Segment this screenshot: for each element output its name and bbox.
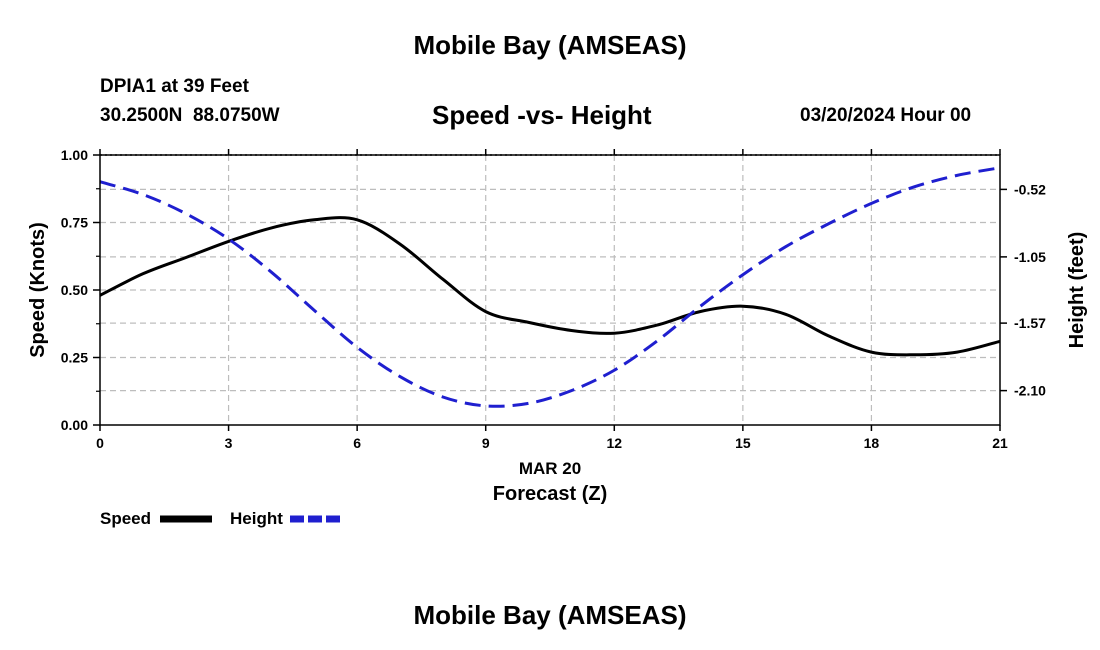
y2-tick-label: -1.05	[1014, 249, 1046, 265]
label-layer: 0 3 6 9 12 15 18 21 0.00 0.25 0.50 0.75 1.00 -2.10 -1.…	[27, 147, 1088, 505]
y2-tick-label: -1.57	[1014, 315, 1046, 331]
legend-speed-label: Speed	[100, 509, 152, 528]
y-tick-label: 0.75	[61, 215, 88, 231]
x-tick-label: 3	[225, 435, 233, 451]
x-tick-label: 21	[992, 435, 1008, 451]
chart-title-top: Mobile Bay (AMSEAS)	[413, 30, 687, 60]
x-date-label: MAR 20	[519, 459, 581, 478]
axis-layer	[93, 149, 1007, 431]
chart-subtitle: Speed -vs- Height	[432, 100, 652, 130]
x-tick-label: 0	[96, 435, 104, 451]
legend-height-label: Height	[230, 509, 283, 528]
y-tick-label: 0.50	[61, 282, 88, 298]
y-tick-label: 0.00	[61, 417, 88, 433]
y2-tick-label: -2.10	[1014, 383, 1046, 399]
x-tick-label: 15	[735, 435, 751, 451]
y2-axis-title: Height (feet)	[1066, 232, 1088, 349]
x-tick-label: 18	[864, 435, 880, 451]
x-axis-title: Forecast (Z)	[493, 483, 607, 505]
series-layer	[99, 166, 1001, 408]
legend-height-swatch	[290, 515, 342, 523]
grid-layer	[100, 155, 1000, 425]
legend-speed-swatch	[160, 515, 212, 523]
chart-title-bottom: Mobile Bay (AMSEAS)	[413, 600, 687, 630]
y-tick-label: 0.25	[61, 350, 88, 366]
y2-tick-label: -0.52	[1014, 181, 1046, 197]
station-label: DPIA1 at 39 Feet	[100, 76, 249, 97]
x-tick-label: 9	[482, 435, 490, 451]
coordinates-label: 30.2500N 88.0750W	[100, 105, 280, 126]
x-tick-label: 12	[606, 435, 622, 451]
speed-series-line	[99, 216, 1001, 357]
x-tick-label: 6	[353, 435, 361, 451]
y-tick-label: 1.00	[61, 147, 88, 163]
y-axis-title: Speed (Knots)	[27, 222, 49, 358]
datetime-label: 03/20/2024 Hour 00	[800, 105, 972, 126]
height-series-line	[99, 166, 1001, 408]
